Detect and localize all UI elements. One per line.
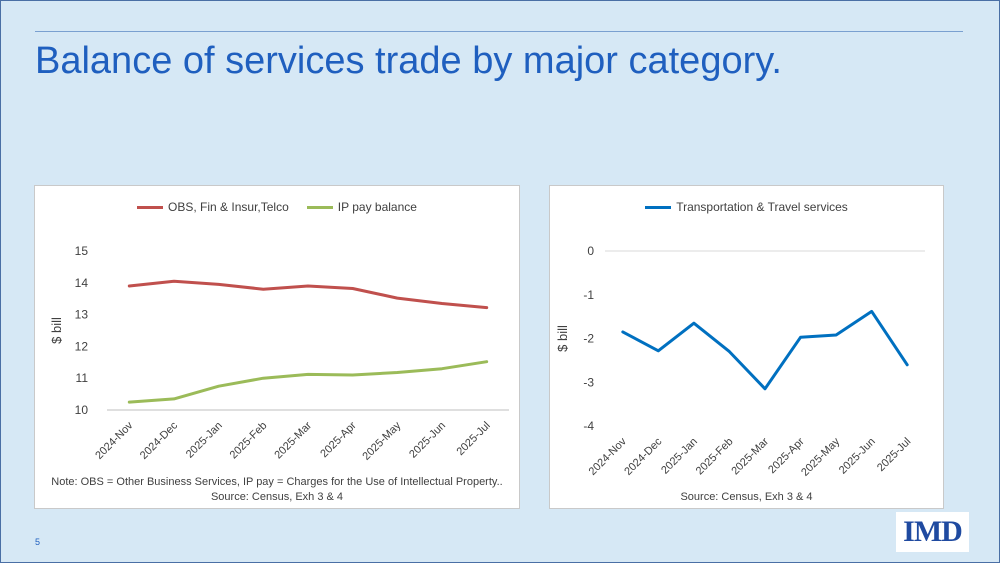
series-line [621, 309, 909, 391]
data-point [657, 350, 659, 352]
data-point [396, 297, 398, 299]
y-tick-label: -4 [583, 419, 594, 433]
title-rule [35, 31, 963, 32]
data-point [693, 322, 695, 324]
chart-note: Source: Census, Exh 3 & 4 [680, 491, 813, 503]
data-point [800, 336, 802, 338]
chart-note: Note: OBS = Other Business Services, IP … [51, 476, 503, 503]
data-point [441, 302, 443, 304]
data-point [173, 398, 175, 400]
slide-title: Balance of services trade by major categ… [35, 40, 782, 82]
data-point [262, 288, 264, 290]
data-point [835, 334, 837, 336]
chart-left: OBS, Fin & Insur,Telco IP pay balance 10… [34, 185, 520, 509]
page-number: 5 [35, 537, 41, 547]
logo-text: IMD [903, 515, 963, 548]
legend-swatch [137, 205, 164, 209]
series-line [127, 279, 489, 310]
x-tick-label: 2025-Jun [837, 436, 878, 477]
x-tick-label: 2025-Apr [318, 419, 359, 460]
data-point [622, 331, 624, 333]
x-tick-label: 2025-Mar [272, 419, 314, 461]
chart-plot: -4-3-2-102024-Nov2024-Dec2025-Jan2025-Fe… [555, 244, 925, 479]
y-tick-label: 10 [75, 403, 89, 417]
x-tick-label: 2025-Mar [729, 435, 771, 477]
imd-logo: IMD [896, 512, 969, 552]
data-point [173, 280, 175, 282]
x-tick-label: 2025-Jul [875, 436, 913, 474]
y-tick-label: -3 [583, 375, 594, 389]
data-point [307, 373, 309, 375]
x-tick-label: 2025-Jul [454, 420, 492, 458]
x-tick-label: 2025-Jun [407, 420, 448, 461]
x-tick-label: 2024-Dec [622, 435, 665, 478]
legend-item: Transportation & Travel services [645, 200, 848, 214]
chart-right: Transportation & Travel services -4 -3 -2 -… [549, 185, 944, 509]
data-point [486, 307, 488, 309]
x-tick-label: 2025-May [360, 419, 403, 462]
legend-swatch [306, 205, 333, 209]
x-tick-label: 2025-Feb [228, 420, 270, 462]
y-axis-label: $ bill [49, 317, 64, 344]
x-tick-label: 2025-Feb [694, 436, 736, 478]
x-tick-label: 2025-May [799, 435, 842, 478]
y-tick-label: 13 [75, 308, 89, 322]
y-tick-label: -2 [583, 332, 594, 346]
x-tick-label: 2024-Dec [138, 419, 181, 462]
data-point [352, 288, 354, 290]
y-tick-label: 11 [76, 371, 89, 385]
x-tick-label: 2025-Jan [184, 420, 225, 461]
data-point [396, 371, 398, 373]
data-point [441, 368, 443, 370]
legend: Transportation & Travel services [550, 200, 943, 214]
data-point [486, 361, 488, 363]
data-point [871, 310, 873, 312]
data-point [728, 351, 730, 353]
y-tick-label: -1 [583, 288, 594, 302]
y-tick-label: 14 [75, 276, 89, 290]
data-point [218, 283, 220, 285]
data-point [218, 385, 220, 387]
data-point [262, 377, 264, 379]
data-point [128, 285, 130, 287]
legend-item: IP pay balance [306, 200, 417, 214]
legend-label: OBS, Fin & Insur,Telco [168, 200, 289, 214]
x-tick-label: 2024-Nov [93, 419, 136, 462]
data-point [906, 364, 908, 366]
data-point [128, 401, 130, 403]
y-axis-label: $ bill [555, 325, 570, 352]
y-tick-label: 15 [75, 244, 89, 258]
legend-swatch [645, 205, 672, 209]
legend-item: OBS, Fin & Insur,Telco [137, 200, 289, 214]
legend-label: Transportation & Travel services [676, 200, 848, 214]
y-tick-label: 0 [587, 244, 594, 258]
y-tick-label: 12 [75, 339, 89, 353]
legend: OBS, Fin & Insur,Telco IP pay balance [35, 200, 519, 214]
legend-label: IP pay balance [337, 200, 417, 214]
data-point [352, 374, 354, 376]
data-point [764, 388, 766, 390]
x-tick-label: 2024-Nov [587, 435, 630, 478]
data-point [307, 285, 309, 287]
series-line [127, 360, 489, 404]
